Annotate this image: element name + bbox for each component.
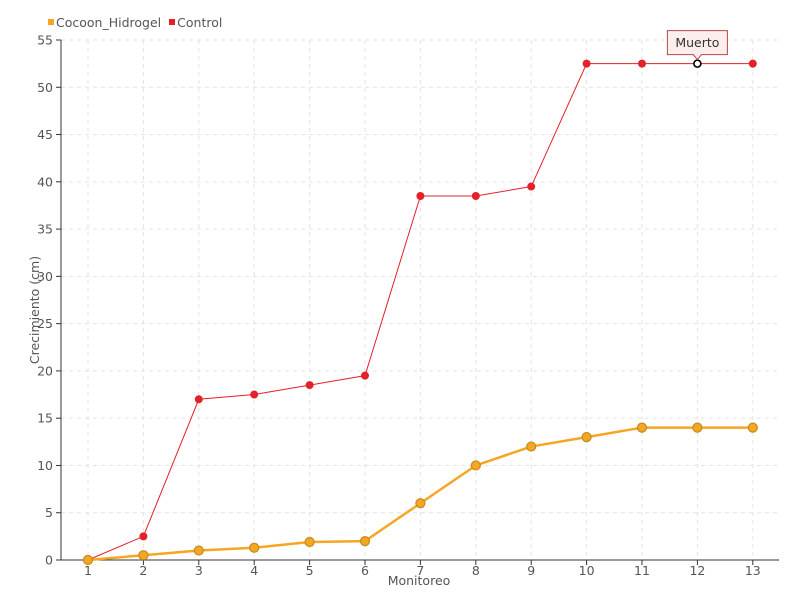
x-tick-label: 3 bbox=[195, 563, 203, 578]
x-tick-label: 1 bbox=[84, 563, 92, 578]
y-tick-label: 55 bbox=[37, 33, 53, 48]
legend-swatch bbox=[48, 19, 54, 25]
legend-label: Cocoon_Hidrogel bbox=[56, 14, 162, 30]
annotation-box bbox=[666, 30, 728, 61]
x-tick-label: 13 bbox=[745, 563, 761, 578]
legend: Cocoon_Hidrogel Control bbox=[48, 13, 222, 31]
data-point-control bbox=[305, 381, 314, 390]
y-tick-label: 25 bbox=[37, 316, 53, 331]
data-point-control bbox=[748, 59, 757, 68]
y-tick-label: 45 bbox=[37, 127, 53, 142]
data-point-control bbox=[638, 59, 646, 68]
x-tick-label: 7 bbox=[416, 563, 424, 578]
y-tick-label: 5 bbox=[45, 505, 53, 520]
data-point-control bbox=[416, 192, 425, 200]
y-tick-label: 30 bbox=[37, 269, 53, 284]
data-point-cocoon-hidrogel bbox=[470, 460, 481, 471]
x-tick-label: 10 bbox=[579, 563, 595, 578]
x-tick-label: 8 bbox=[472, 563, 480, 578]
data-point-control bbox=[471, 192, 480, 200]
data-point-cocoon-hidrogel bbox=[636, 422, 648, 433]
y-axis-label: Crecimiento (cm) bbox=[27, 256, 42, 364]
legend-swatch bbox=[169, 19, 176, 25]
x-tick-label: 6 bbox=[361, 563, 369, 578]
annotation-marker bbox=[693, 59, 702, 68]
data-point-control bbox=[582, 59, 591, 68]
series-line-cocoon-hidrogel bbox=[87, 426, 753, 562]
data-point-control bbox=[139, 532, 148, 541]
data-point-cocoon-hidrogel bbox=[692, 422, 703, 433]
x-tick-label: 12 bbox=[689, 563, 705, 578]
data-point-control bbox=[250, 390, 259, 399]
data-point-control bbox=[527, 182, 536, 191]
x-tick-label: 11 bbox=[634, 563, 650, 578]
annotation-label: Muerto bbox=[675, 35, 719, 50]
y-tick-label: 0 bbox=[45, 553, 53, 568]
data-point-cocoon-hidrogel bbox=[747, 422, 758, 433]
data-point-cocoon-hidrogel bbox=[138, 550, 149, 561]
y-tick-label: 20 bbox=[37, 363, 53, 378]
data-point-control bbox=[361, 371, 369, 380]
data-point-cocoon-hidrogel bbox=[82, 554, 94, 566]
data-point-cocoon-hidrogel bbox=[415, 498, 426, 509]
y-tick-label: 35 bbox=[37, 222, 53, 237]
data-point-cocoon-hidrogel bbox=[304, 536, 315, 548]
data-point-control bbox=[194, 395, 203, 404]
x-axis-label: Monitoreo bbox=[388, 573, 451, 588]
x-tick-label: 9 bbox=[527, 563, 535, 578]
x-tick-label: 5 bbox=[306, 563, 314, 578]
y-tick-label: 10 bbox=[37, 458, 53, 473]
legend-item[interactable]: Control bbox=[169, 15, 222, 30]
y-tick-label: 50 bbox=[37, 80, 53, 95]
data-point-cocoon-hidrogel bbox=[249, 542, 260, 553]
legend-label: Control bbox=[177, 14, 223, 30]
data-point-cocoon-hidrogel bbox=[359, 535, 371, 547]
x-tick-label: 2 bbox=[139, 563, 147, 578]
data-point-cocoon-hidrogel bbox=[581, 431, 592, 443]
x-tick-label: 4 bbox=[250, 563, 258, 578]
data-point-cocoon-hidrogel bbox=[193, 545, 204, 556]
y-tick-label: 40 bbox=[37, 174, 53, 189]
y-tick-label: 15 bbox=[37, 411, 53, 426]
data-point-cocoon-hidrogel bbox=[526, 441, 537, 452]
legend-item[interactable]: Cocoon_Hidrogel bbox=[48, 15, 161, 30]
